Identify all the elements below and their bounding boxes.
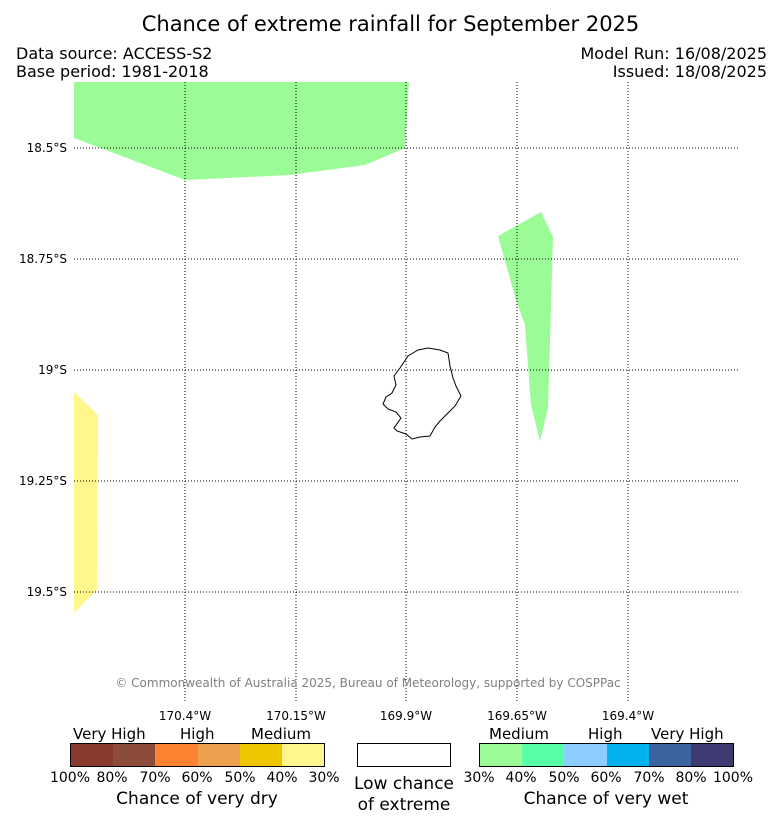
issued-date: Issued: 18/08/2025 xyxy=(612,62,767,81)
dry-swatch xyxy=(197,744,240,766)
wet-swatch xyxy=(648,744,691,766)
dry-swatch xyxy=(71,744,114,766)
wet-swatch xyxy=(480,744,523,766)
dry-swatch xyxy=(113,744,156,766)
dry-medium-region-west xyxy=(74,392,98,613)
wet-swatch xyxy=(690,744,734,766)
lat-label-18-75: 18.75°S xyxy=(19,252,67,266)
low-chance-title-line1: Low chance xyxy=(354,774,454,794)
dry-tick: 30% xyxy=(308,770,340,786)
dry-category-very-high: Very High xyxy=(73,725,146,743)
copyright-text: © Commonwealth of Australia 2025, Bureau… xyxy=(115,676,620,690)
dry-category-high: High xyxy=(180,725,215,743)
low-chance-title-line2: of extreme xyxy=(357,795,451,815)
wet-category-high: High xyxy=(588,725,623,743)
map-title: Chance of extreme rainfall for September… xyxy=(141,12,640,36)
lon-label-169-9: 169.9°W xyxy=(380,709,432,723)
wet-tick: 30% xyxy=(463,770,495,786)
lat-label-18-5: 18.5°S xyxy=(27,141,67,155)
wet-swatch xyxy=(606,744,649,766)
dry-tick: 70% xyxy=(139,770,171,786)
model-run: Model Run: 16/08/2025 xyxy=(580,44,768,63)
wet-swatch xyxy=(564,744,607,766)
dry-tick: 40% xyxy=(266,770,298,786)
lon-label-169-65: 169.65°W xyxy=(487,709,547,723)
wet-colorbar xyxy=(479,743,734,767)
base-period: Base period: 1981-2018 xyxy=(16,62,209,81)
dry-tick: 60% xyxy=(181,770,213,786)
dry-swatch xyxy=(239,744,282,766)
wet-category-medium: Medium xyxy=(489,725,549,743)
lat-label-19-25: 19.25°S xyxy=(19,474,67,488)
dry-swatch xyxy=(155,744,198,766)
lon-label-170-4: 170.4°W xyxy=(159,709,211,723)
wet-tick: 60% xyxy=(590,770,622,786)
wet-legend-title: Chance of very wet xyxy=(523,789,689,809)
lat-label-19: 19°S xyxy=(38,363,67,377)
map-canvas: 18.5°S 18.75°S 19°S 19.25°S 19.5°S 170.4… xyxy=(19,82,738,723)
data-source: Data source: ACCESS-S2 xyxy=(16,44,213,63)
dry-tick: 80% xyxy=(96,770,128,786)
wet-tick: 40% xyxy=(505,770,537,786)
wet-tick: 70% xyxy=(633,770,665,786)
low-chance-swatch xyxy=(357,743,451,767)
dry-swatch xyxy=(281,744,325,766)
dry-tick: 100% xyxy=(49,770,91,786)
lat-label-19-5: 19.5°S xyxy=(27,585,67,599)
wet-tick: 50% xyxy=(548,770,580,786)
wet-medium-region-north xyxy=(74,82,409,180)
dry-category-medium: Medium xyxy=(251,725,311,743)
lon-label-169-4: 169.4°W xyxy=(602,709,654,723)
dry-tick: 50% xyxy=(224,770,256,786)
dry-legend-title: Chance of very dry xyxy=(116,789,278,809)
wet-medium-region-east xyxy=(498,212,553,441)
wet-swatch xyxy=(522,744,565,766)
wet-tick: 100% xyxy=(712,770,754,786)
lon-label-170-15: 170.15°W xyxy=(266,709,326,723)
wet-category-very-high: Very High xyxy=(651,725,724,743)
wet-tick: 80% xyxy=(675,770,707,786)
dry-colorbar xyxy=(70,743,325,767)
island-outline xyxy=(382,347,462,440)
